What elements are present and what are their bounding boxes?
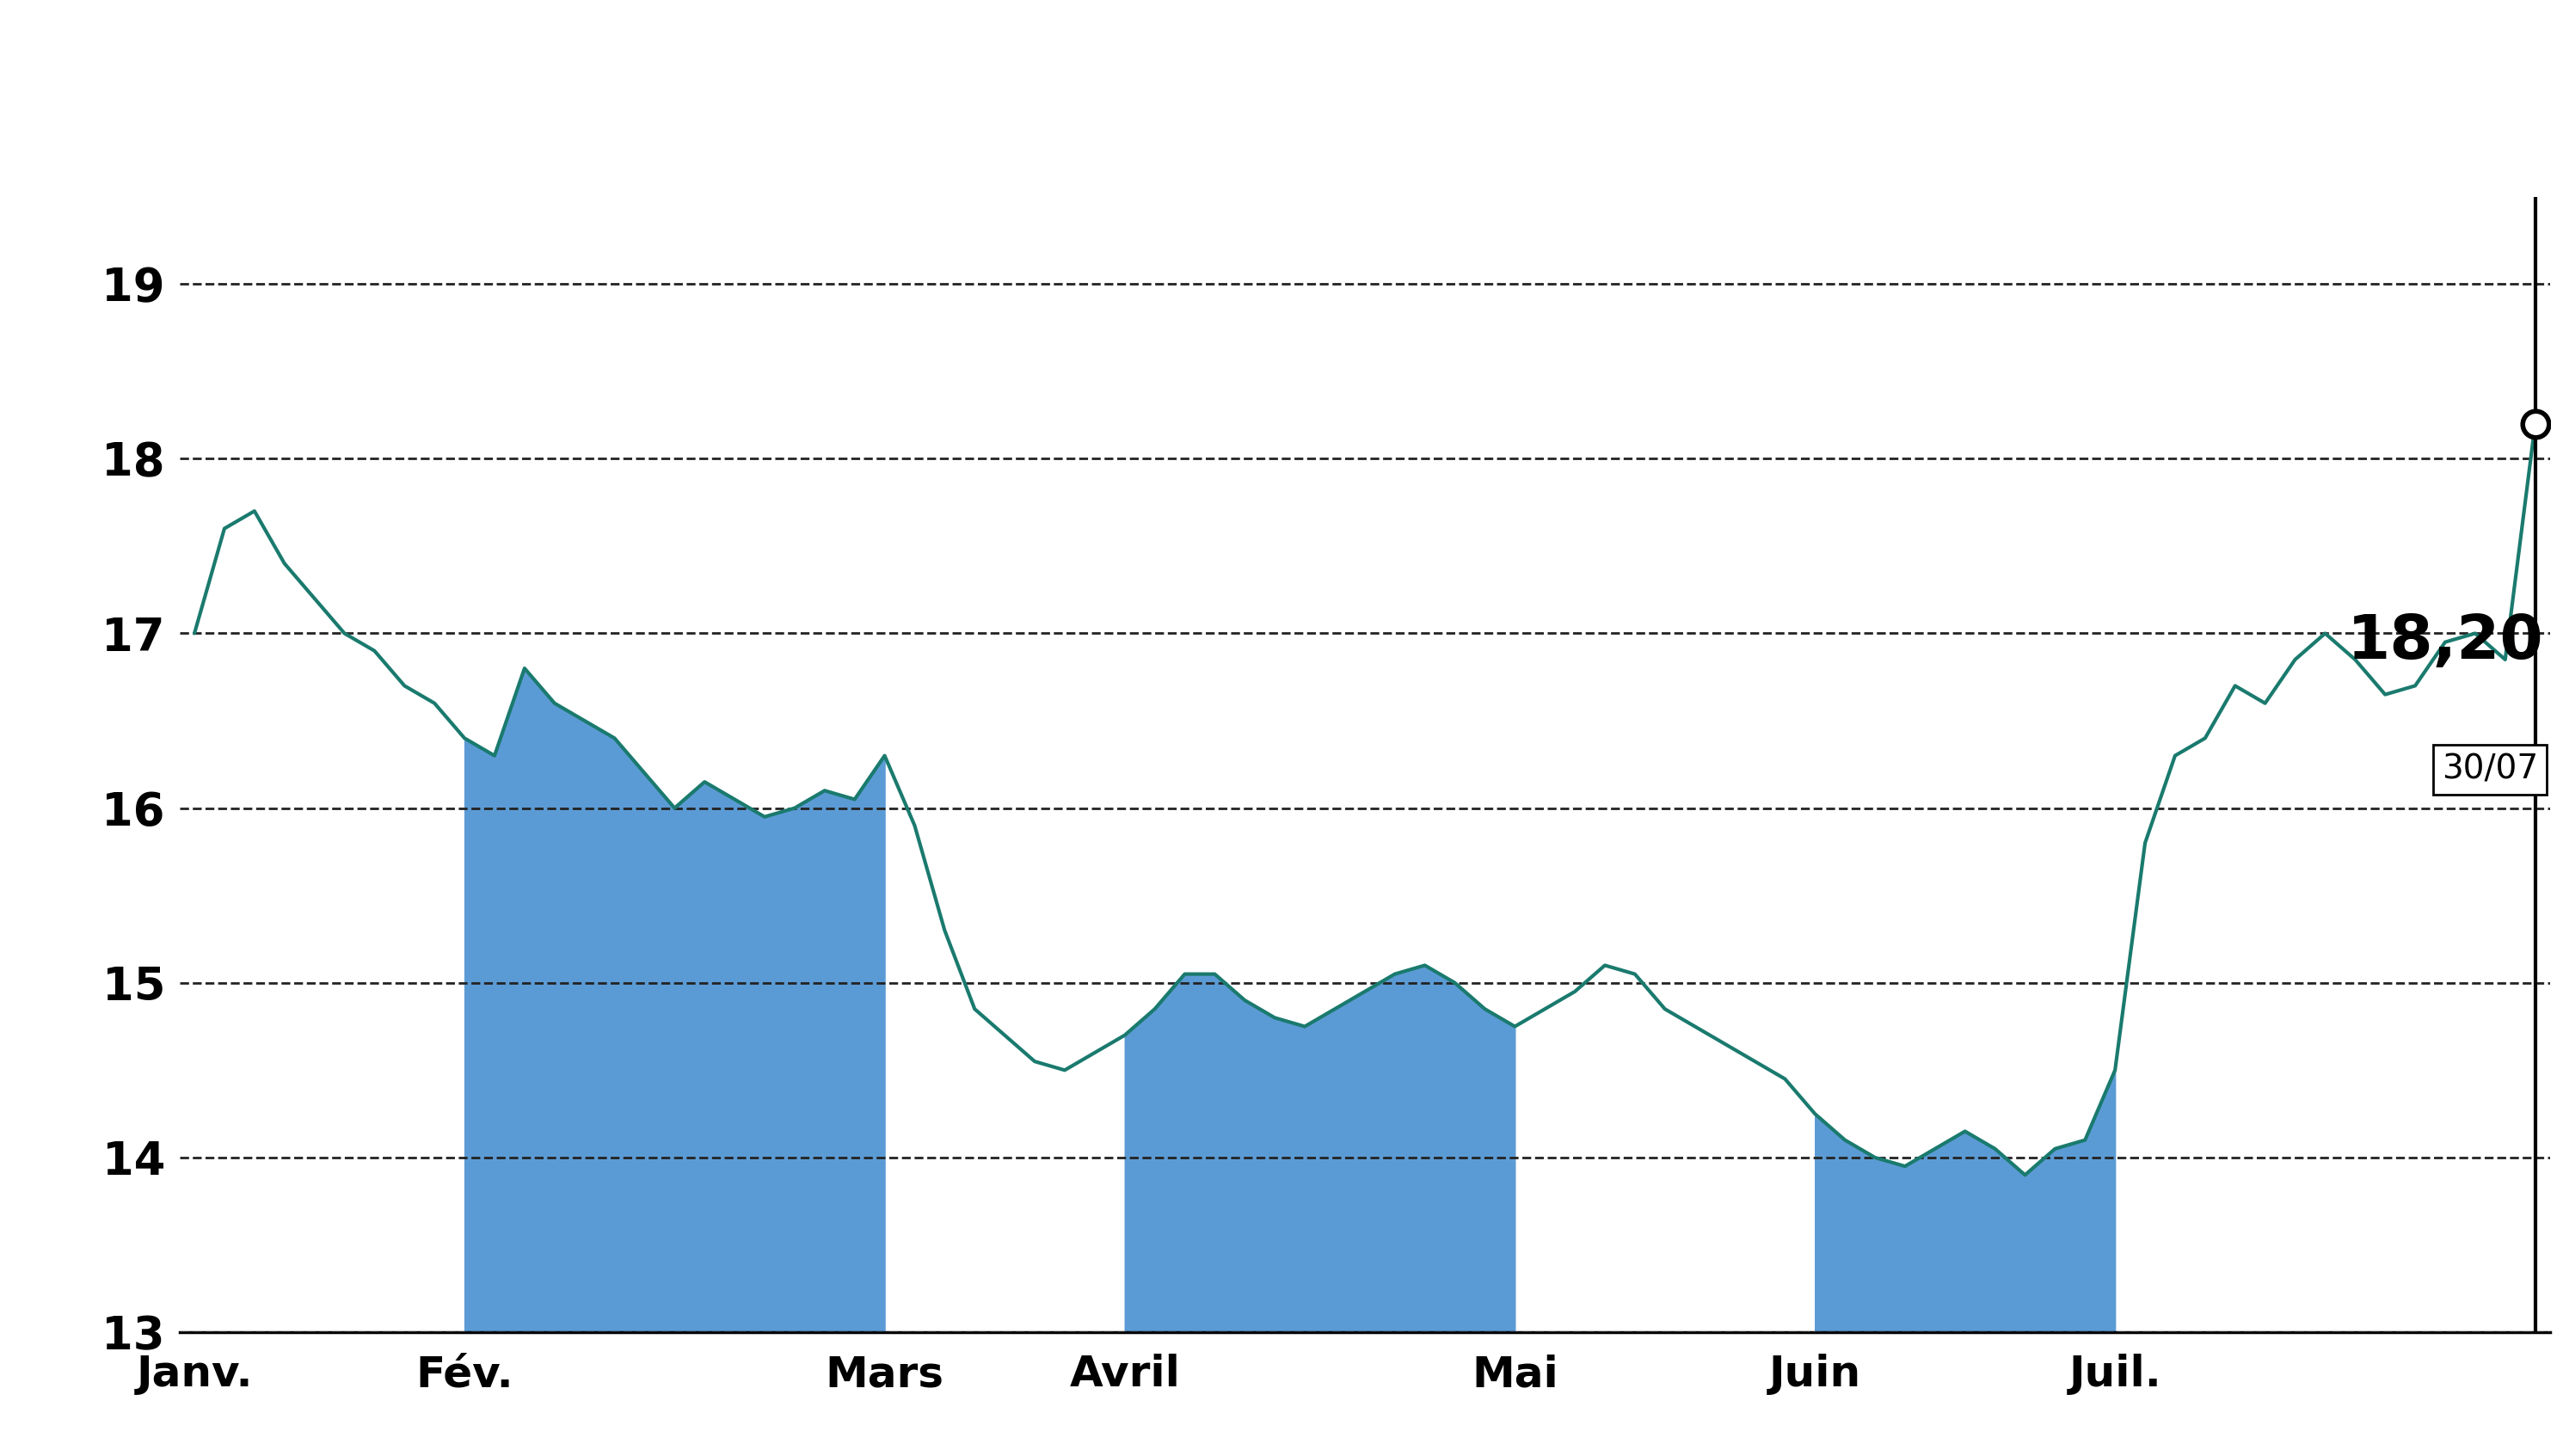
Text: 30/07: 30/07 — [2443, 753, 2537, 786]
Text: 18,20: 18,20 — [2348, 613, 2542, 671]
Text: EUROBIO-SCIENTIFIC: EUROBIO-SCIENTIFIC — [720, 38, 1843, 130]
